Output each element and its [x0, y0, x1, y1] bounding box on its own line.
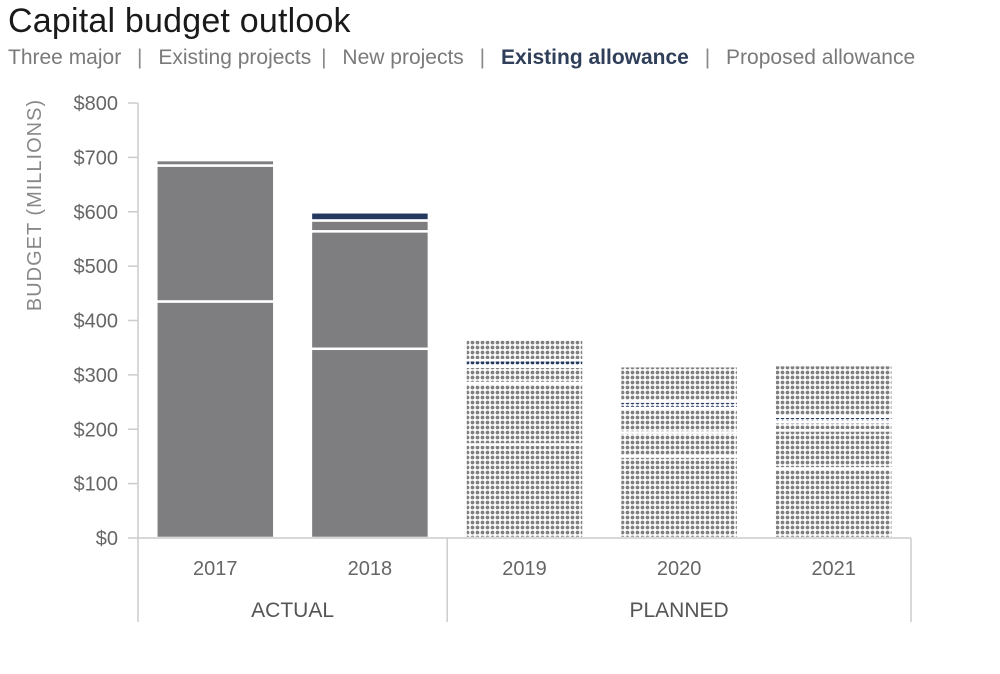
y-tick-label: $800 — [74, 93, 119, 115]
bar-segment-2021-three-major — [773, 467, 894, 540]
y-tick-label: $400 — [74, 311, 119, 333]
x-tick-label: 2018 — [348, 558, 393, 580]
bar-segment-2017-three-major — [155, 300, 276, 540]
x-tick-label: 2021 — [811, 558, 856, 580]
y-axis: $0 $100 $200 $300 $400 $500 $600 $700 $800 — [74, 93, 139, 622]
bar-segment-2018-three-major — [309, 347, 431, 540]
bar-segment-2018-existing-projects — [309, 230, 431, 351]
bar-segment-2019-three-major — [464, 443, 585, 540]
bars: 2017 2018 2019 2020 2021 — [155, 158, 894, 580]
legend-separator: | — [321, 46, 327, 69]
y-tick-label: $300 — [74, 365, 119, 387]
bar-segment-2021-proposed-allowance — [773, 363, 894, 418]
bar-segment-2020-existing-projects — [618, 431, 740, 458]
x-tick-label: 2019 — [502, 558, 547, 580]
legend-item-existing-projects: Existing projects — [158, 46, 312, 69]
legend-separator: | — [137, 46, 143, 69]
legend-item-new-projects: New projects — [342, 46, 464, 69]
group-label-planned: PLANNED — [629, 599, 728, 622]
bar-segment-2021-existing-projects — [773, 429, 894, 470]
legend-separator: | — [704, 46, 711, 69]
y-tick-label: $700 — [74, 147, 119, 169]
y-tick-label: $100 — [74, 474, 119, 496]
bar-segment-2019-existing-projects — [464, 381, 585, 446]
legend-item-three-major: Three major — [8, 46, 122, 69]
y-tick-label: $500 — [74, 256, 119, 278]
group-label-actual: ACTUAL — [251, 599, 334, 622]
bar-segment-2020-three-major — [618, 455, 740, 540]
x-tick-label: 2017 — [193, 558, 238, 580]
legend-item-proposed-allowance: Proposed allowance — [726, 46, 916, 69]
y-tick-label: $200 — [74, 419, 119, 441]
bar-segment-2019-proposed-allowance — [464, 338, 585, 362]
bar-segment-2018-existing-allowance — [309, 211, 431, 222]
bar-segment-2018-new-projects — [309, 219, 431, 233]
series-legend: Three major | Existing projects | New pr… — [8, 46, 915, 70]
x-axis: ACTUAL PLANNED — [138, 537, 912, 622]
y-tick-label: $600 — [74, 202, 119, 224]
bar-segment-2020-proposed-allowance — [618, 364, 740, 403]
y-axis-title: BUDGET (MILLIONS) — [24, 99, 46, 311]
bar-segment-2019-new-projects — [464, 365, 585, 385]
bar-segment-2017-proposed-allowance — [155, 158, 276, 167]
x-tick-label: 2020 — [657, 558, 702, 580]
legend-item-existing-allowance: Existing allowance — [500, 46, 689, 69]
y-tick-label: $0 — [96, 528, 118, 550]
chart-title: Capital budget outlook — [8, 2, 351, 40]
bar-segment-2017-existing-projects — [155, 164, 276, 303]
legend-separator: | — [479, 46, 486, 69]
bar-segment-2020-new-projects — [618, 406, 740, 434]
